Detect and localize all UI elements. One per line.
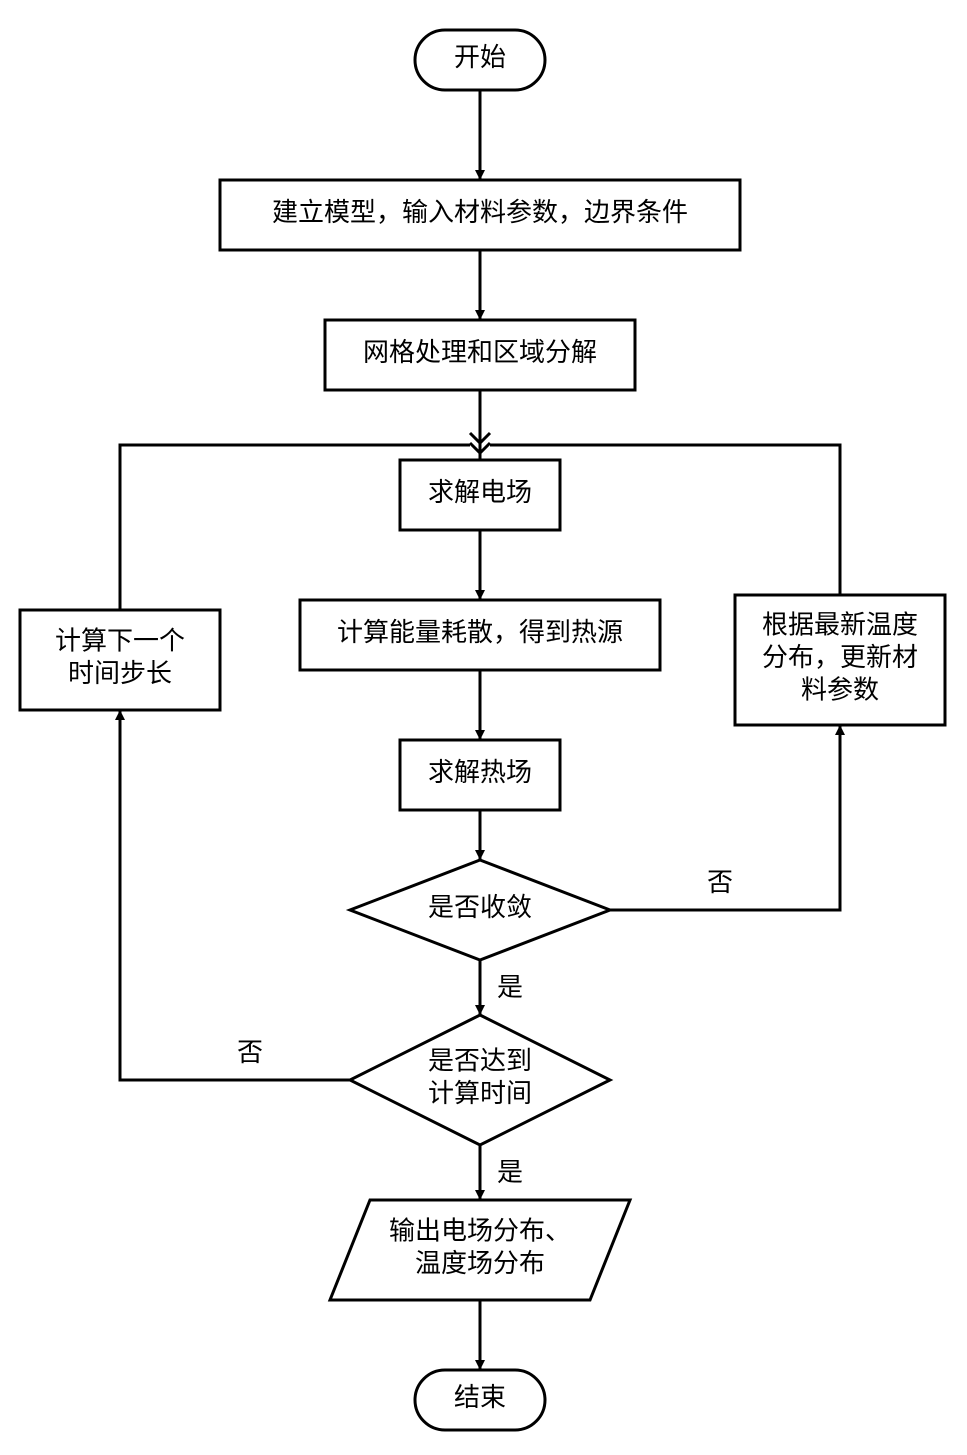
- edge-label: 是: [497, 1158, 523, 1187]
- edge: [120, 710, 350, 1080]
- svg-text:计算能量耗散，得到热源: 计算能量耗散，得到热源: [337, 618, 623, 647]
- svg-text:是否收敛: 是否收敛: [428, 893, 532, 922]
- svg-text:料参数: 料参数: [801, 675, 879, 704]
- edge-label: 是: [497, 973, 523, 1002]
- svg-text:结束: 结束: [454, 1383, 506, 1412]
- edge-label: 否: [237, 1038, 263, 1067]
- svg-text:网格处理和区域分解: 网格处理和区域分解: [363, 338, 597, 367]
- svg-text:建立模型，输入材料参数，边界条件: 建立模型，输入材料参数，边界条件: [272, 198, 688, 227]
- svg-text:根据最新温度: 根据最新温度: [762, 610, 918, 639]
- svg-text:时间步长: 时间步长: [68, 659, 172, 688]
- svg-text:求解电场: 求解电场: [428, 478, 532, 507]
- svg-text:温度场分布: 温度场分布: [415, 1249, 545, 1278]
- svg-text:输出电场分布、: 输出电场分布、: [389, 1217, 571, 1246]
- svg-text:开始: 开始: [454, 43, 506, 72]
- svg-text:计算时间: 计算时间: [428, 1079, 532, 1108]
- svg-text:是否达到: 是否达到: [428, 1047, 532, 1076]
- svg-text:分布，更新材: 分布，更新材: [762, 643, 918, 672]
- edge-label: 否: [707, 868, 733, 897]
- svg-text:计算下一个: 计算下一个: [55, 627, 185, 656]
- svg-text:求解热场: 求解热场: [428, 758, 532, 787]
